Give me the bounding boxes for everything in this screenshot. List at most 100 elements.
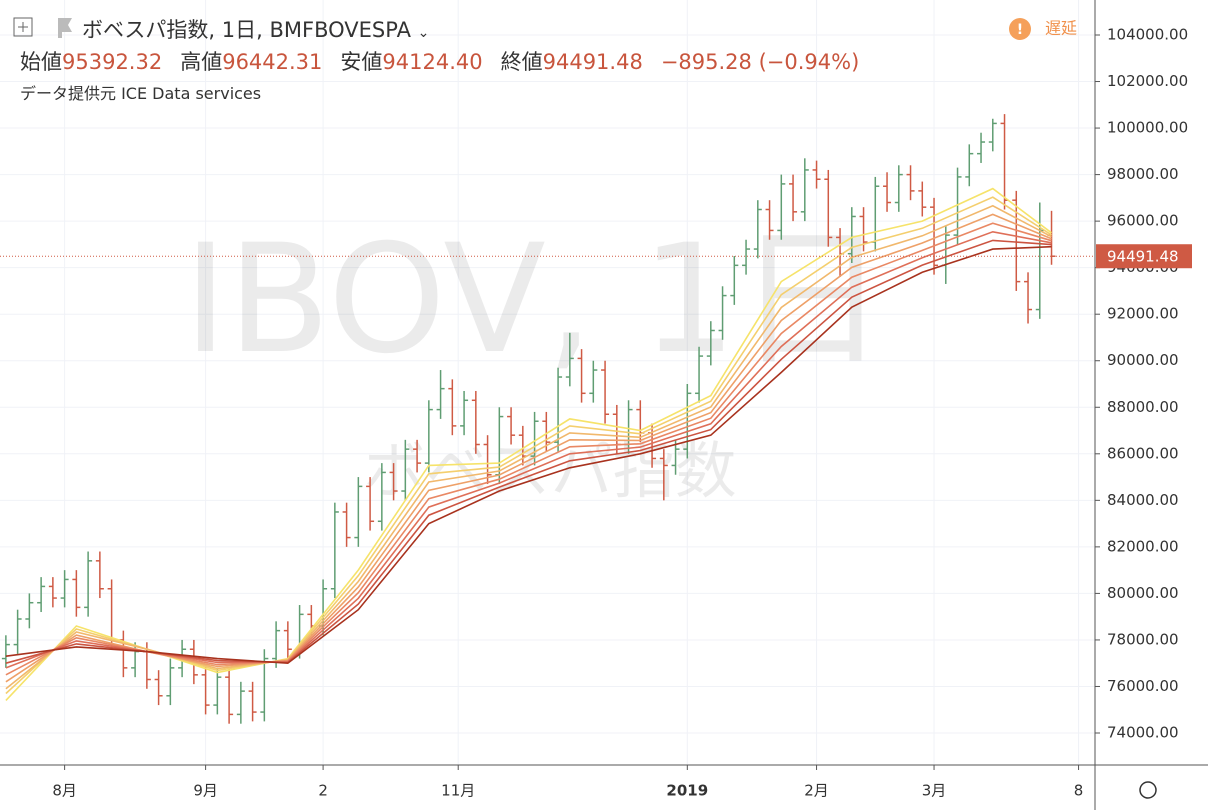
ohlc-bar [847, 207, 856, 264]
ohlc-bar [354, 477, 363, 547]
x-tick-label: 2 [318, 782, 328, 800]
ohlc-bar [60, 570, 69, 608]
ohlc-bar [377, 463, 386, 531]
ohlc-bar [918, 181, 927, 217]
expand-icon-plus [18, 22, 28, 32]
y-tick-label: 78000.00 [1107, 630, 1179, 648]
ohlc-bar [601, 360, 610, 424]
ohlc-bar [906, 165, 915, 201]
ohlc-bar [389, 463, 398, 501]
ohlc-bar [13, 609, 22, 654]
ohlc-bar [283, 621, 292, 659]
flag-icon[interactable] [58, 18, 72, 38]
ohlc-bar [95, 551, 104, 599]
ohlc-bar [119, 630, 128, 678]
symbol-title[interactable]: ボベスパ指数, 1日, BMFBOVESPA ⌄ [82, 14, 429, 44]
ohlc-bar [460, 390, 469, 436]
ohlc-bar [330, 502, 339, 599]
ohlc-value: 94124.40 [382, 50, 483, 74]
ohlc-bar [706, 321, 715, 366]
ohlc-bar [953, 167, 962, 245]
y-tick-label: 86000.00 [1107, 444, 1179, 462]
y-tick-label: 80000.00 [1107, 584, 1179, 602]
ohlc-bar [201, 665, 210, 715]
ohlc-bar [37, 577, 46, 613]
ohlc-label: 終値 [500, 50, 543, 74]
ohlc-bar [1012, 190, 1021, 291]
ohlc-bar [777, 174, 786, 240]
ohlc-bar [401, 439, 410, 501]
y-tick-label: 96000.00 [1107, 212, 1179, 230]
moving-average-line [5, 230, 1052, 669]
data-source: データ提供元 ICE Data services [20, 84, 262, 103]
symbol-title-text: ボベスパ指数, 1日, BMFBOVESPA [82, 18, 411, 42]
ohlc-bar [589, 360, 598, 403]
change-value: −895.28 (−0.94%) [660, 50, 860, 74]
last-price-box [1096, 244, 1192, 269]
ohlc-bar [930, 197, 939, 275]
ohlc-bar [554, 367, 563, 452]
ohlc-bar [565, 332, 574, 387]
ohlc-bar [436, 370, 445, 419]
ohlc-bar [483, 435, 492, 485]
ohlc-bar [988, 118, 997, 152]
ohlc-bar [507, 407, 516, 445]
moving-average-line [5, 245, 1052, 665]
ohlc-bar [213, 667, 222, 715]
ohlc-label: 安値 [340, 50, 383, 74]
ohlc-bar [800, 158, 809, 222]
y-tick-label: 92000.00 [1107, 305, 1179, 323]
y-tick-label: 100000.00 [1107, 119, 1188, 137]
ohlc-bar [25, 593, 34, 629]
ohlc-bar [48, 577, 57, 608]
chevron: ⌄ [417, 25, 430, 41]
moving-average-line [5, 239, 1052, 664]
ohlc-bar [718, 286, 727, 340]
ohlc-legend: 始値95392.32 高値96442.31 安値94124.40 終値94491.48… [20, 46, 859, 76]
ohlc-bar [236, 681, 245, 724]
ohlc-bar [448, 379, 457, 436]
ohlc-bar [577, 349, 586, 403]
settings-icon[interactable] [1139, 781, 1157, 799]
x-tick-label: 2019 [666, 782, 708, 800]
y-tick-label: 104000.00 [1107, 25, 1188, 43]
ohlc-bar [765, 200, 774, 240]
x-tick-label: 3月 [922, 782, 947, 800]
delay-icon-mark: ! [1017, 22, 1023, 38]
ohlc-bar [812, 160, 821, 189]
ohlc-value: 95392.32 [62, 50, 163, 74]
last-price-label: 94491.48 [1107, 248, 1179, 266]
x-tick-label: 8 [1074, 782, 1084, 800]
x-tick-label: 11月 [441, 782, 475, 800]
ohlc-bar [260, 649, 269, 722]
ohlc-bar [695, 346, 704, 403]
moving-average-line [5, 222, 1052, 676]
y-tick-label: 74000.00 [1107, 724, 1179, 742]
ohlc-bar [471, 390, 480, 454]
ohlc-bar [84, 551, 93, 617]
delay-label: 遅延 [1045, 19, 1077, 38]
ohlc-bar [154, 670, 163, 706]
y-tick-label: 90000.00 [1107, 351, 1179, 369]
ohlc-bar [753, 200, 762, 259]
ohlc-label: 高値 [180, 50, 223, 74]
y-tick-label: 88000.00 [1107, 398, 1179, 416]
ohlc-bar [413, 439, 422, 473]
ohlc-bar [659, 449, 668, 501]
ohlc-bar [225, 667, 234, 724]
y-tick-label: 82000.00 [1107, 537, 1179, 555]
expand-icon[interactable] [13, 17, 33, 37]
ohlc-bar [424, 400, 433, 473]
ohlc-bar [742, 239, 751, 275]
y-tick-label: 84000.00 [1107, 491, 1179, 509]
ohlc-bar [894, 165, 903, 212]
ohlc-bar [1024, 272, 1033, 324]
y-tick-label: 102000.00 [1107, 72, 1188, 90]
x-tick-label: 8月 [52, 782, 77, 800]
ohlc-label: 始値 [20, 50, 62, 74]
ohlc-bar [342, 502, 351, 547]
ohlc-bar [977, 132, 986, 163]
ohlc-bar [883, 172, 892, 212]
y-tick-label: 76000.00 [1107, 677, 1179, 695]
